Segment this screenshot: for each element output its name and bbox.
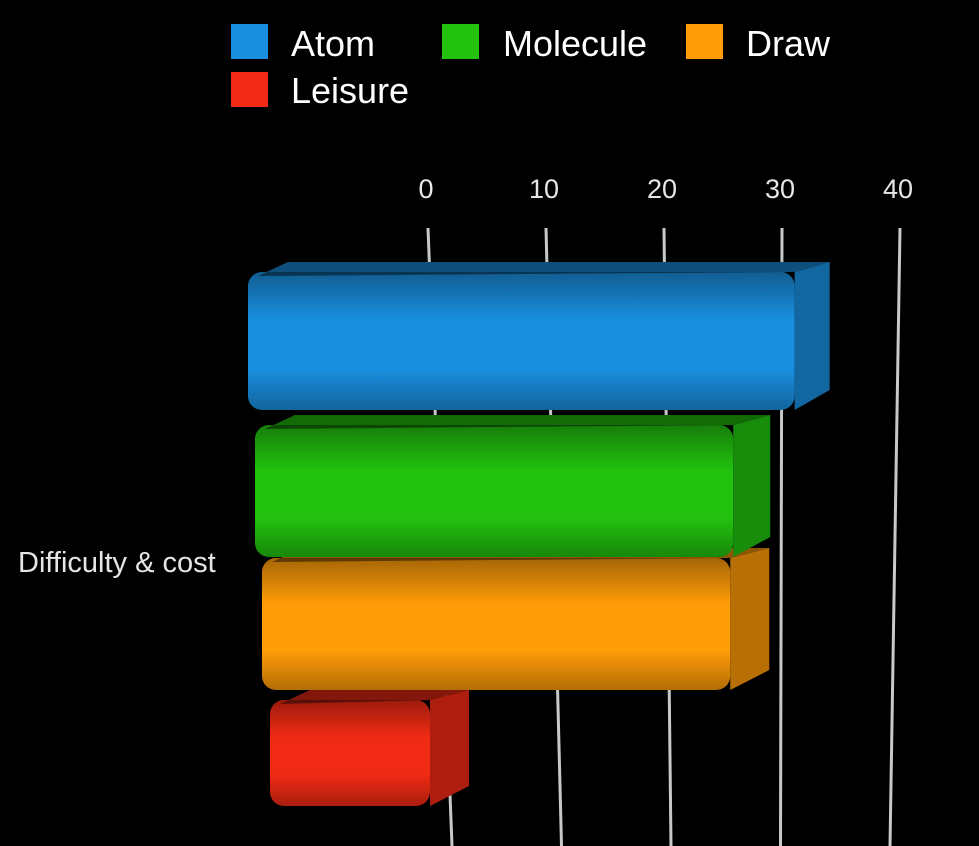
bars xyxy=(248,262,830,806)
bar-shade-leisure xyxy=(270,700,430,806)
x-axis-ticks: 0 10 20 30 40 xyxy=(418,174,913,204)
category-label: Difficulty & cost xyxy=(18,547,216,579)
y-axis-categories: Difficulty & cost xyxy=(18,547,216,579)
bar-shade-draw xyxy=(262,558,731,690)
legend-label-draw: Draw xyxy=(746,23,831,64)
bar-atom xyxy=(248,262,830,410)
legend-label-molecule: Molecule xyxy=(503,23,647,64)
grid-line-40 xyxy=(888,227,902,846)
legend: Atom Molecule Draw Leisure xyxy=(231,23,831,111)
bar-draw xyxy=(262,548,770,690)
x-tick-label-30: 30 xyxy=(765,174,795,204)
x-tick-label-40: 40 xyxy=(883,174,913,204)
legend-swatch-leisure xyxy=(231,72,268,107)
legend-swatch-molecule xyxy=(442,24,479,59)
x-tick-label-10: 10 xyxy=(529,174,559,204)
bar-shade-atom xyxy=(248,272,795,410)
bar-shade-molecule xyxy=(255,425,734,557)
bar-molecule xyxy=(255,415,771,557)
bar-cap-molecule xyxy=(733,415,771,557)
legend-label-atom: Atom xyxy=(291,23,375,64)
x-tick-label-0: 0 xyxy=(418,174,433,204)
bar-cap-atom xyxy=(794,262,830,410)
legend-swatch-atom xyxy=(231,24,268,59)
bar-leisure xyxy=(270,690,469,806)
legend-label-leisure: Leisure xyxy=(291,70,409,111)
x-tick-label-20: 20 xyxy=(647,174,677,204)
legend-swatch-draw xyxy=(686,24,723,59)
bar-cap-leisure xyxy=(429,690,469,806)
bar-cap-draw xyxy=(730,548,770,690)
